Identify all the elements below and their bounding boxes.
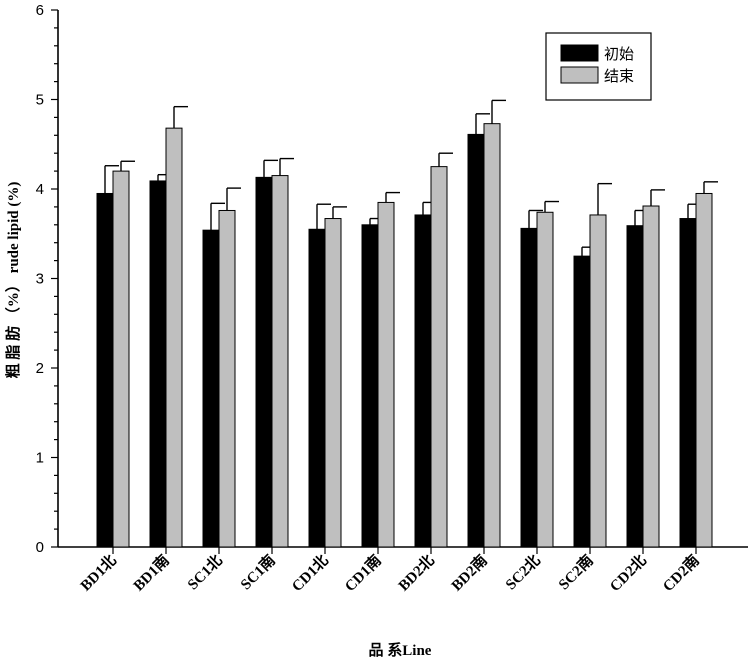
legend: 初始 结束 [545,32,652,101]
y-axis-title: 粗 脂 肪 （%） rude lipid (%) [4,182,22,379]
bar-initial [255,176,273,548]
x-axis-tick-labels: BD1北 BD1南 SC1北 SC1南 CD1北 CD1南 BD2北 BD2南 SC2北 SC2南… [77,547,703,595]
bar-group [361,191,400,548]
bar-initial [202,229,220,548]
bar-initial [149,180,167,548]
bar-group [467,99,506,548]
x-tick-label: CD1北 [289,552,332,595]
bar-group [679,181,718,548]
bar-group [202,187,241,548]
y-tick-label: 0 [36,539,44,556]
bar-final [218,209,236,548]
bars [96,99,718,548]
bar-group [573,182,612,548]
bar-initial [308,228,326,548]
bar-final [430,166,448,548]
bar-final [271,175,289,548]
y-tick-label: 4 [36,181,44,198]
bar-group [255,157,294,548]
x-tick-label: CD2北 [607,552,650,595]
bar-final [642,205,660,548]
bar-final [695,192,713,548]
y-tick-label: 3 [36,271,44,288]
bar-final [324,218,342,548]
y-tick-label: 6 [36,2,44,19]
bar-group [149,105,188,548]
y-tick-label: 5 [36,92,44,109]
x-tick-label: BD1南 [129,551,172,594]
x-axis-title: 品 系Line [369,642,432,659]
legend-swatch-initial [560,44,599,62]
bar-final [536,211,554,548]
y-tick-label: 2 [36,360,44,377]
x-tick-label: BD2北 [395,552,438,595]
legend-label-initial: 初始 [604,45,634,63]
x-tick-label: CD2南 [659,551,703,595]
x-tick-label: CD1南 [341,551,385,595]
bar-initial [467,133,485,548]
bar-group [520,200,559,548]
bar-initial [361,224,379,548]
bar-group [626,189,665,548]
bar-initial [679,218,697,548]
x-tick-label: BD1北 [77,552,120,595]
bar-initial [573,255,591,548]
bar-final [483,123,501,548]
bar-group [414,152,453,548]
bar-final [112,170,130,548]
x-tick-label: SC1南 [237,551,279,593]
legend-label-final: 结束 [604,67,634,85]
legend-swatch-final [560,66,599,84]
y-axis-ticks: 0 1 2 3 4 5 6 [36,2,58,556]
bar-final [589,214,607,548]
bar-final [165,127,183,548]
bar-final [377,201,395,548]
bar-initial [96,192,114,548]
x-tick-label: BD2南 [447,551,490,594]
x-tick-label: SC2南 [555,551,597,593]
x-tick-label: SC1北 [184,552,225,593]
bar-initial [626,225,644,548]
bar-initial [520,227,538,548]
bar-group [308,203,347,548]
y-tick-label: 1 [36,450,44,467]
x-tick-label: SC2北 [502,552,543,593]
bar-initial [414,214,432,548]
bar-group [96,160,135,548]
